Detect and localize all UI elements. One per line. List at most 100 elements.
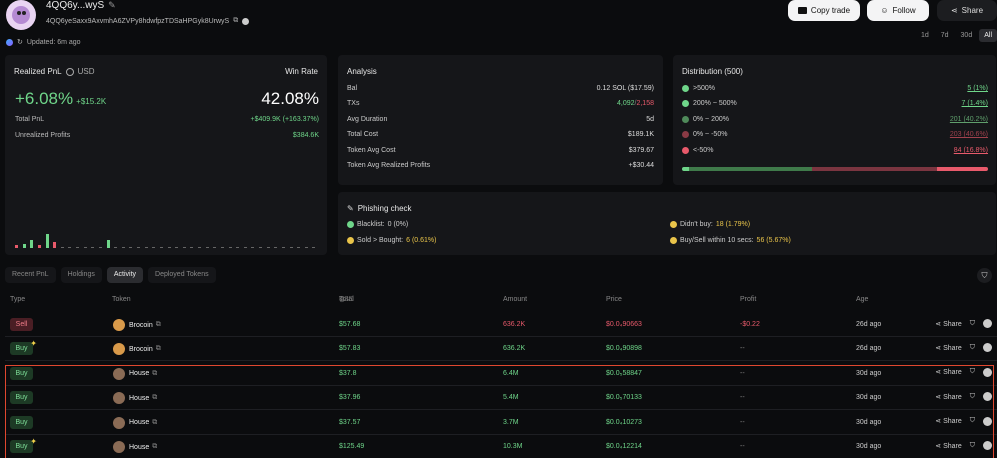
copy-icon[interactable]: ⧉ bbox=[233, 17, 239, 24]
distribution-value[interactable]: 5 (1%) bbox=[967, 85, 988, 92]
copy-icon[interactable]: ⧉ bbox=[155, 321, 161, 328]
share-button[interactable]: ⋖ Share bbox=[937, 0, 997, 21]
filter-icon: ⛉ bbox=[981, 270, 988, 280]
table-row[interactable]: Buy House ⧉ $37.96 5.4M $0.0₅70133 -- 30d ago ⋖ … bbox=[5, 386, 997, 411]
currency-toggle-icon[interactable]: ⊙ bbox=[339, 297, 345, 304]
copy-icon[interactable]: ⧉ bbox=[152, 394, 158, 402]
row-actions: ⋖ Share ⛉ bbox=[935, 416, 992, 426]
token-name[interactable]: House ⧉ bbox=[129, 443, 158, 451]
row-filter-icon[interactable]: ⛉ bbox=[969, 417, 975, 425]
total-value: $37.57 bbox=[339, 418, 361, 426]
copy-icon[interactable]: ⧉ bbox=[152, 418, 158, 426]
pnl-bar bbox=[30, 239, 34, 248]
row-filter-icon[interactable]: ⛉ bbox=[969, 392, 975, 400]
copy-trade-button[interactable]: Copy trade bbox=[788, 0, 860, 21]
token-name[interactable]: House ⧉ bbox=[129, 394, 158, 402]
table-row[interactable]: Buy House ⧉ $37.8 6.4M $0.0₅58847 -- 30d ago ⋖ S… bbox=[5, 362, 997, 386]
analysis-row-cost: Total Cost $189.1K bbox=[347, 131, 654, 138]
more-icon[interactable] bbox=[983, 441, 992, 450]
distribution-value[interactable]: 7 (1.4%) bbox=[961, 100, 988, 107]
tab-recent-pnl[interactable]: Recent PnL bbox=[5, 267, 56, 283]
row-share-button[interactable]: ⋖ Share bbox=[935, 442, 962, 450]
distribution-row: >500% 5 (1%) bbox=[682, 85, 988, 92]
share-icon: ⋖ bbox=[950, 6, 958, 15]
row-share-button[interactable]: ⋖ Share bbox=[935, 320, 962, 328]
range-dot-icon bbox=[682, 100, 689, 107]
token-name[interactable]: House ⧉ bbox=[129, 369, 158, 378]
amount-value: 5.4M bbox=[503, 394, 519, 402]
table-row[interactable]: Sell Brocoin ⧉ $57.68 636.2K $0.0₄90663 -$0.22… bbox=[5, 313, 997, 337]
user-plus-icon: ☺ bbox=[880, 6, 889, 15]
table-row[interactable]: Buy House ⧉ $37.57 3.7M $0.0₄10273 -- 30d ago ⋖ … bbox=[5, 411, 997, 435]
pnl-bar bbox=[45, 234, 49, 248]
unrealized-label: Unrealized Profits bbox=[15, 132, 71, 139]
share-icon: ⋖ bbox=[935, 418, 942, 426]
total-value: $57.83 bbox=[339, 345, 361, 353]
pnl-bar bbox=[251, 247, 255, 248]
pnl-bar bbox=[15, 245, 18, 248]
status-dot-icon bbox=[670, 237, 677, 244]
pnl-bar bbox=[182, 247, 186, 248]
row-share-button[interactable]: ⋖ Share bbox=[935, 393, 962, 401]
range-7d[interactable]: 7d bbox=[940, 32, 949, 39]
pnl-bar bbox=[152, 247, 156, 248]
distribution-label: 0% ~ 200% bbox=[693, 116, 729, 123]
row-filter-icon[interactable]: ⛉ bbox=[969, 441, 975, 449]
pnl-bar bbox=[106, 239, 110, 248]
follow-button[interactable]: ☺ Follow bbox=[867, 0, 929, 21]
analysis-card: Analysis bbox=[338, 55, 663, 185]
analysis-row-duration: Avg Duration 5d bbox=[347, 116, 654, 123]
pnl-bar bbox=[83, 247, 87, 248]
range-dot-icon bbox=[682, 147, 689, 154]
filter-button[interactable]: ⛉ bbox=[977, 268, 992, 283]
token-name[interactable]: Brocoin ⧉ bbox=[129, 345, 161, 353]
distribution-label: 200% ~ 500% bbox=[693, 100, 737, 107]
profit-value: -- bbox=[740, 394, 745, 402]
more-icon[interactable] bbox=[983, 392, 992, 402]
solana-icon bbox=[6, 38, 13, 46]
info-icon[interactable] bbox=[65, 67, 74, 76]
more-icon[interactable] bbox=[983, 416, 992, 426]
more-icon[interactable] bbox=[983, 319, 992, 328]
copy-icon[interactable]: ⧉ bbox=[155, 345, 161, 353]
tab-deployed-tokens[interactable]: Deployed Tokens bbox=[148, 267, 216, 283]
tab-activity[interactable]: Activity bbox=[106, 267, 144, 283]
edit-icon[interactable]: ✎ bbox=[108, 0, 116, 10]
range-all[interactable]: All bbox=[979, 29, 997, 42]
copy-icon[interactable]: ⧉ bbox=[152, 369, 158, 377]
range-30d[interactable]: 30d bbox=[960, 32, 973, 39]
refresh-icon[interactable]: ↻ bbox=[17, 39, 23, 46]
distribution-value[interactable]: 84 (16.8%) bbox=[953, 147, 988, 154]
row-share-button[interactable]: ⋖ Share bbox=[935, 418, 962, 426]
table-row[interactable]: Buy ✦ House ⧉ $125.49 10.3M $0.0₄12214 -- 30d ag… bbox=[5, 435, 997, 458]
more-icon[interactable] bbox=[983, 367, 992, 377]
distribution-value[interactable]: 201 (40.2%) bbox=[949, 116, 988, 123]
total-value: $57.68 bbox=[339, 321, 361, 328]
pnl-bar bbox=[114, 247, 118, 248]
range-1d[interactable]: 1d bbox=[920, 32, 929, 39]
pnl-bar bbox=[22, 243, 26, 248]
token-name[interactable]: House ⧉ bbox=[129, 418, 158, 427]
row-filter-icon[interactable]: ⛉ bbox=[969, 368, 975, 376]
amount-value: 636.2K bbox=[503, 345, 526, 353]
pnl-bar bbox=[137, 247, 140, 248]
copy-icon[interactable]: ⧉ bbox=[152, 443, 158, 450]
explorer-icon[interactable] bbox=[242, 17, 250, 25]
table-row[interactable]: Buy ✦ Brocoin ⧉ $57.83 636.2K $0.0₄90898 -- 26d … bbox=[5, 337, 997, 362]
row-share-button[interactable]: ⋖ Share bbox=[935, 369, 962, 377]
row-share-button[interactable]: ⋖ Share bbox=[935, 344, 962, 352]
distribution-row: 200% ~ 500% 7 (1.4%) bbox=[682, 100, 988, 107]
pnl-title: Realized PnL USD bbox=[14, 67, 95, 76]
tab-holdings[interactable]: Holdings bbox=[60, 267, 102, 283]
distribution-value[interactable]: 203 (40.6%) bbox=[949, 131, 988, 138]
phishing-title: ✎ Phishing check bbox=[347, 204, 412, 213]
token-name[interactable]: Brocoin ⧉ bbox=[129, 321, 161, 329]
token-icon bbox=[113, 416, 125, 429]
analysis-row-avg-profit: Token Avg Realized Profits +$30.44 bbox=[347, 162, 654, 169]
more-icon[interactable] bbox=[983, 343, 992, 353]
distribution-segment bbox=[682, 167, 686, 171]
profit-value: -$0.22 bbox=[740, 321, 760, 328]
row-filter-icon[interactable]: ⛉ bbox=[969, 343, 975, 351]
row-filter-icon[interactable]: ⛉ bbox=[969, 319, 975, 327]
phishing-blacklist: Blacklist: 0 (0%) bbox=[347, 221, 408, 228]
